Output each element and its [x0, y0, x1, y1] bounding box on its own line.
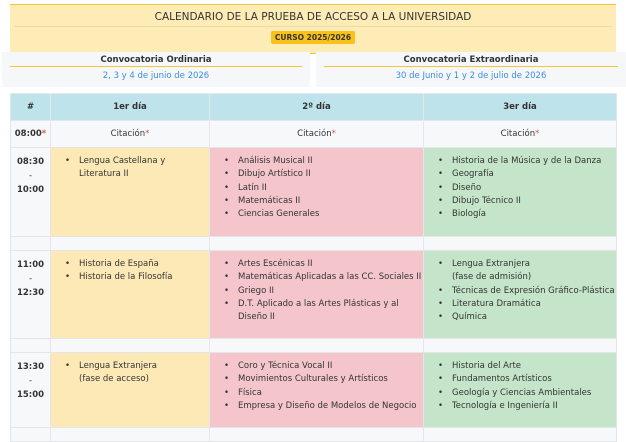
subject-item: D.T. Aplicado a las Artes Plásticas y al…: [222, 298, 423, 325]
spacer-cell: [423, 338, 617, 353]
subject-item: Fundamentos Artísticos: [436, 373, 616, 387]
time-range: 13:30 - 15:00: [10, 352, 51, 428]
spacer-cell: [10, 427, 51, 442]
subject-item: Tecnología e Ingeniería II: [436, 400, 616, 414]
subject-item: Empresa y Diseño de Modelos de Negocio: [222, 400, 423, 414]
subject-item: Historia de la Filosofía: [63, 271, 209, 285]
page-title: CALENDARIO DE LA PRUEBA DE ACCESO A LA U…: [14, 5, 612, 27]
subject-item: Coro y Técnica Vocal II: [222, 360, 423, 374]
schedule-table: # 1er día 2º día 3er día 08:00* Citación…: [10, 93, 617, 442]
header-day2: 2º día: [209, 93, 424, 121]
subject-item: Ciencias Generales: [222, 208, 423, 222]
convocatoria-extraordinaria: Convocatoria Extraordinaria 30 de Junio …: [316, 52, 626, 87]
subject-item: Dibujo Técnico II: [436, 195, 616, 209]
subject-item: Historia de España: [63, 258, 209, 272]
citation-cell: Citación*: [209, 120, 424, 148]
spacer-row: [10, 427, 617, 442]
convocatoria-dates: 30 de Junio y 1 y 2 de julio de 2026: [395, 71, 547, 81]
subject-item: Movimientos Culturales y Artísticos: [222, 373, 423, 387]
spacer-cell: [423, 236, 617, 251]
day1-subjects: Historia de EspañaHistoria de la Filosof…: [50, 250, 210, 339]
subject-item: Física: [222, 387, 423, 401]
course-badge: CURSO 2025/2026: [270, 31, 356, 44]
subject-item: Geografía: [436, 168, 616, 182]
subject-item: Lengua Extranjera (fase de acceso): [63, 360, 209, 387]
day2-subjects: Análisis Musical IIDibujo Artístico IILa…: [209, 147, 424, 237]
subject-item: Análisis Musical II: [222, 155, 423, 169]
day2-subjects: Coro y Técnica Vocal IIMovimientos Cultu…: [209, 352, 424, 428]
spacer-row: [10, 236, 617, 251]
spacer-cell: [10, 236, 51, 251]
header-day3: 3er día: [423, 93, 617, 121]
subject-item: Técnicas de Expresión Gráfico-Plástica: [436, 285, 616, 299]
spacer-cell: [50, 427, 210, 442]
start-time: 08:30: [16, 157, 45, 167]
time-separator: -: [28, 274, 33, 284]
spacer-cell: [423, 427, 617, 442]
time-slot-row: 11:00 - 12:30 Historia de EspañaHistoria de…: [10, 250, 617, 339]
header-hash: #: [10, 93, 51, 121]
end-time: 15:00: [16, 390, 45, 400]
citation-cell: Citación*: [423, 120, 617, 148]
subject-item: Diseño: [436, 182, 616, 196]
subject-item: Geología y Ciencias Ambientales: [436, 387, 616, 401]
subject-item: Dibujo Artístico II: [222, 168, 423, 182]
time-range: 11:00 - 12:30: [10, 250, 51, 339]
subject-item: Historia del Arte: [436, 360, 616, 374]
spacer-row: [10, 338, 617, 353]
spacer-cell: [209, 427, 424, 442]
subject-item: Griego II: [222, 285, 423, 299]
end-time: 12:30: [16, 288, 45, 298]
citation-cell: Citación*: [50, 120, 210, 148]
time-separator: -: [28, 376, 33, 386]
day2-subjects: Artes Escénicas IIMatemáticas Aplicadas …: [209, 250, 424, 339]
start-time: 11:00: [16, 260, 45, 270]
convocatoria-name: Convocatoria Ordinaria: [10, 52, 302, 67]
subject-item: Matemáticas Aplicadas a las CC. Sociales…: [222, 271, 423, 285]
subject-item: Artes Escénicas II: [222, 258, 423, 272]
day1-subjects: Lengua Extranjera (fase de acceso): [50, 352, 210, 428]
time-slot-row: 13:30 - 15:00 Lengua Extranjera (fase de ac…: [10, 352, 617, 428]
start-time: 13:30: [16, 362, 45, 372]
subject-item: Literatura Dramática: [436, 298, 616, 312]
subject-item: Lengua Castellana y Literatura II: [63, 155, 209, 182]
subject-item: Historia de la Música y de la Danza: [436, 155, 616, 169]
time-slot-row: 08:30 - 10:00 Lengua Castellana y Literatur…: [10, 147, 617, 237]
citation-time: 08:00*: [10, 120, 51, 148]
day3-subjects: Historia del ArteFundamentos ArtísticosG…: [423, 352, 617, 428]
day3-subjects: Lengua Extranjera (fase de admisión)Técn…: [423, 250, 617, 339]
subject-item: Química: [436, 311, 616, 325]
end-time: 10:00: [16, 185, 45, 195]
spacer-cell: [10, 338, 51, 353]
header-day1: 1er día: [50, 93, 210, 121]
time-range: 08:30 - 10:00: [10, 147, 51, 237]
subject-item: Matemáticas II: [222, 195, 423, 209]
convocatoria-dates: 2, 3 y 4 de junio de 2026: [102, 71, 210, 81]
spacer-cell: [209, 236, 424, 251]
day3-subjects: Historia de la Música y de la DanzaGeogr…: [423, 147, 617, 237]
spacer-cell: [50, 236, 210, 251]
convocatoria-ordinaria: Convocatoria Ordinaria 2, 3 y 4 de junio…: [2, 52, 310, 87]
subject-item: Biología: [436, 208, 616, 222]
subject-item: Lengua Extranjera (fase de admisión): [436, 258, 616, 285]
time-separator: -: [28, 171, 33, 181]
spacer-cell: [50, 338, 210, 353]
day1-subjects: Lengua Castellana y Literatura II: [50, 147, 210, 237]
title-banner: CALENDARIO DE LA PRUEBA DE ACCESO A LA U…: [10, 4, 616, 54]
citation-row: 08:00* Citación* Citación* Citación*: [10, 120, 617, 148]
convocatoria-name: Convocatoria Extraordinaria: [324, 52, 618, 67]
spacer-cell: [209, 338, 424, 353]
subject-item: Latín II: [222, 182, 423, 196]
